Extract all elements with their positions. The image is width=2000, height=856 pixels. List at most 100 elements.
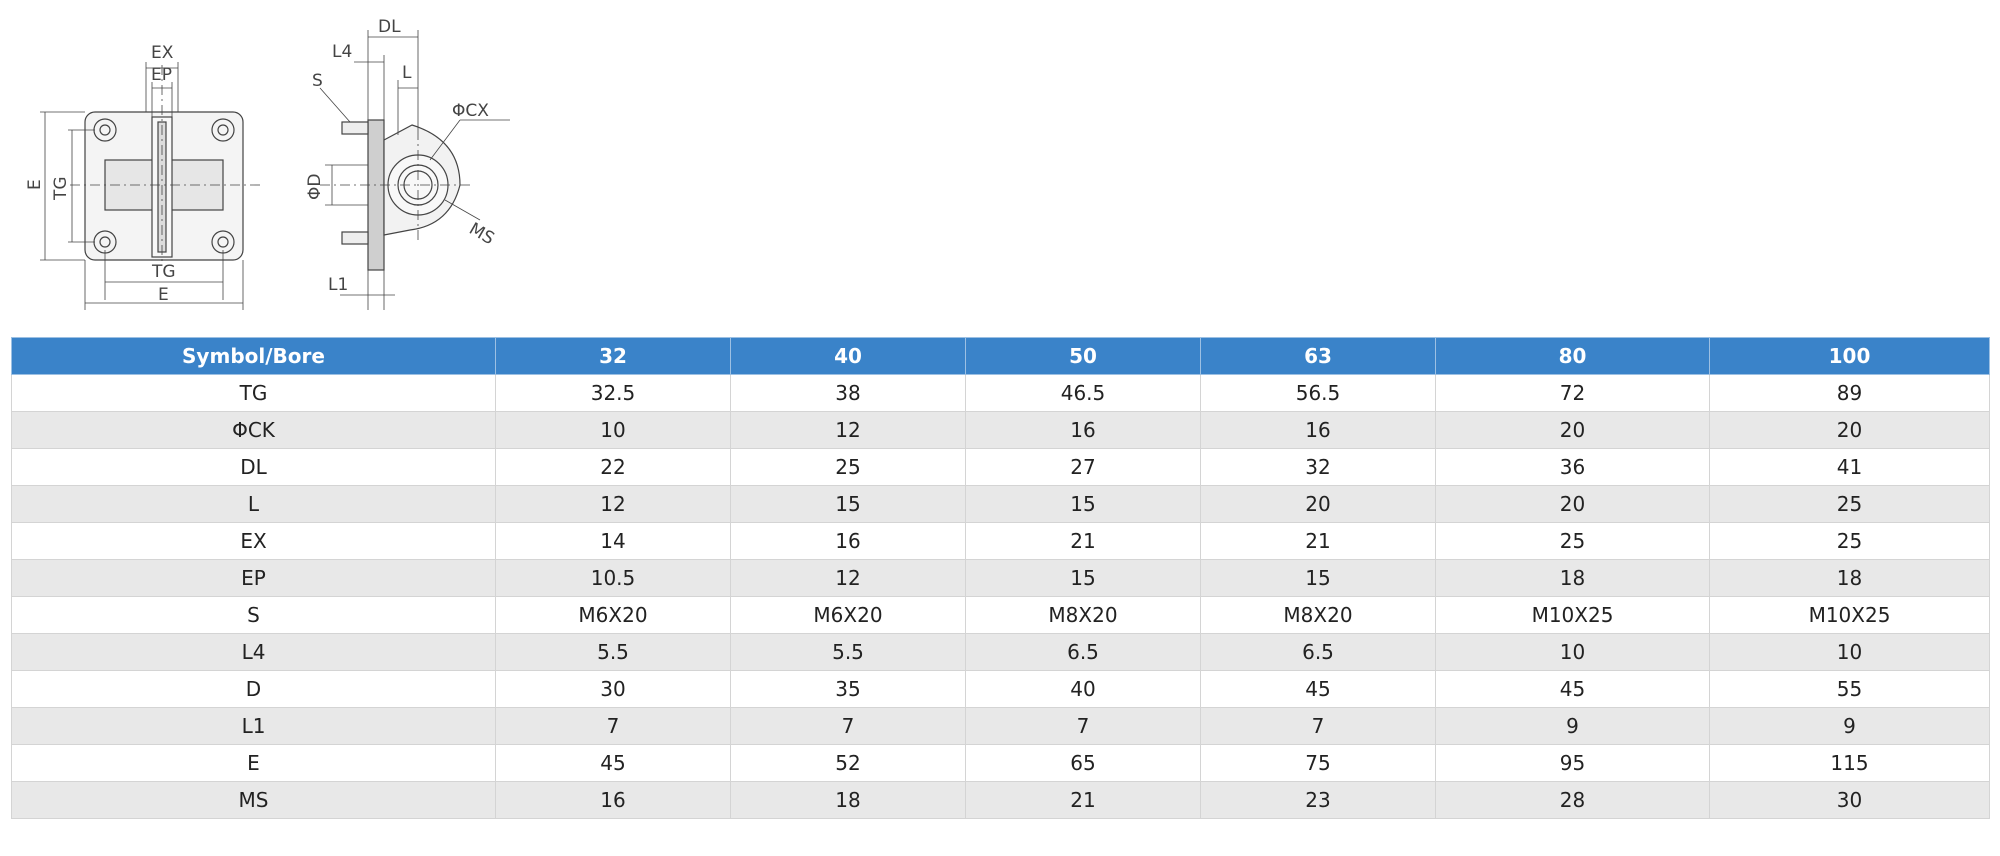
row-symbol-cell: DL — [11, 448, 496, 486]
column-header-bore-63: 63 — [1200, 337, 1436, 375]
table-cell: 35 — [730, 670, 966, 708]
table-row: L1 7 7 7 7 9 9 — [11, 707, 1990, 745]
table-cell: 23 — [1200, 781, 1436, 819]
table-row: L 12 15 15 20 20 25 — [11, 485, 1990, 523]
table-row: EP 10.5 12 15 15 18 18 — [11, 559, 1990, 597]
table-row: DL 22 25 27 32 36 41 — [11, 448, 1990, 486]
table-cell: 20 — [1709, 411, 1990, 449]
table-row: D 30 35 40 45 45 55 — [11, 670, 1990, 708]
table-row: ΦCK 10 12 16 16 20 20 — [11, 411, 1990, 449]
table-cell: 5.5 — [730, 633, 966, 671]
table-cell: M10X25 — [1709, 596, 1990, 634]
table-cell: 36 — [1435, 448, 1710, 486]
table-cell: 46.5 — [965, 374, 1201, 412]
table-cell: 32 — [1200, 448, 1436, 486]
table-cell: 56.5 — [1200, 374, 1436, 412]
table-cell: 10.5 — [495, 559, 731, 597]
technical-drawing: EX EP E TG TG E — [25, 17, 510, 310]
table-cell: M8X20 — [1200, 596, 1436, 634]
label-cx: ΦCX — [452, 101, 489, 121]
label-dl: DL — [378, 17, 401, 37]
row-symbol-cell: L — [11, 485, 496, 523]
table-cell: 10 — [1435, 633, 1710, 671]
specification-table: Symbol/Bore 32 40 50 63 80 100 TG 32.5 38 46.5 56.… — [11, 337, 1990, 819]
table-cell: 55 — [1709, 670, 1990, 708]
table-cell: 10 — [495, 411, 731, 449]
side-view — [319, 30, 510, 310]
table-cell: 5.5 — [495, 633, 731, 671]
table-cell: 21 — [1200, 522, 1436, 560]
label-ms: MS — [466, 219, 498, 249]
column-header-bore-50: 50 — [965, 337, 1201, 375]
bolt-hole-top-right — [211, 118, 235, 142]
table-cell: 15 — [730, 485, 966, 523]
table-cell: 14 — [495, 522, 731, 560]
table-cell: 75 — [1200, 744, 1436, 782]
table-cell: 115 — [1709, 744, 1990, 782]
table-cell: 7 — [1200, 707, 1436, 745]
label-s: S — [312, 71, 323, 91]
table-row: MS 16 18 21 23 28 30 — [11, 781, 1990, 819]
table-row: E 45 52 65 75 95 115 — [11, 744, 1990, 782]
table-cell: 45 — [1200, 670, 1436, 708]
table-cell: 25 — [730, 448, 966, 486]
front-view-labels: EX EP E TG TG E — [25, 43, 176, 305]
label-l1: L1 — [328, 275, 348, 295]
column-header-bore-40: 40 — [730, 337, 966, 375]
table-cell: M10X25 — [1435, 596, 1710, 634]
row-symbol-cell: EX — [11, 522, 496, 560]
table-row: L4 5.5 5.5 6.5 6.5 10 10 — [11, 633, 1990, 671]
table-cell: 20 — [1435, 411, 1710, 449]
table-cell: 9 — [1435, 707, 1710, 745]
table-cell: 9 — [1709, 707, 1990, 745]
table-cell: 65 — [965, 744, 1201, 782]
table-row: TG 32.5 38 46.5 56.5 72 89 — [11, 374, 1990, 412]
table-cell: 30 — [495, 670, 731, 708]
table-body: TG 32.5 38 46.5 56.5 72 89 ΦCK 10 12 16 16 20 20 DL 22 2… — [11, 374, 1990, 819]
table-cell: 16 — [965, 411, 1201, 449]
table-row: S M6X20 M6X20 M8X20 M8X20 M10X25 M10X25 — [11, 596, 1990, 634]
column-header-bore-100: 100 — [1709, 337, 1990, 375]
row-symbol-cell: D — [11, 670, 496, 708]
table-cell: 15 — [1200, 559, 1436, 597]
table-cell: 18 — [1709, 559, 1990, 597]
table-cell: 38 — [730, 374, 966, 412]
table-row: EX 14 16 21 21 25 25 — [11, 522, 1990, 560]
row-symbol-cell: EP — [11, 559, 496, 597]
table-cell: 45 — [495, 744, 731, 782]
table-cell: 16 — [730, 522, 966, 560]
table-cell: 25 — [1435, 522, 1710, 560]
table-cell: 15 — [965, 559, 1201, 597]
row-symbol-cell: S — [11, 596, 496, 634]
table-cell: 30 — [1709, 781, 1990, 819]
table-cell: 22 — [495, 448, 731, 486]
table-cell: 21 — [965, 781, 1201, 819]
table-cell: 21 — [965, 522, 1201, 560]
front-view — [40, 62, 260, 310]
table-cell: 27 — [965, 448, 1201, 486]
row-symbol-cell: E — [11, 744, 496, 782]
side-bolt-top — [341, 121, 369, 135]
row-symbol-cell: L4 — [11, 633, 496, 671]
table-cell: 16 — [1200, 411, 1436, 449]
table-cell: 10 — [1709, 633, 1990, 671]
table-cell: 25 — [1709, 522, 1990, 560]
table-cell: 40 — [965, 670, 1201, 708]
table-cell: 89 — [1709, 374, 1990, 412]
row-symbol-cell: ΦCK — [11, 411, 496, 449]
table-cell: 18 — [1435, 559, 1710, 597]
table-cell: 7 — [495, 707, 731, 745]
table-cell: 6.5 — [1200, 633, 1436, 671]
table-cell: M8X20 — [965, 596, 1201, 634]
label-ep: EP — [151, 65, 172, 85]
label-d: ΦD — [305, 174, 325, 200]
label-ex: EX — [151, 43, 174, 63]
label-tg-horizontal: TG — [151, 262, 176, 282]
table-cell: 45 — [1435, 670, 1710, 708]
table-cell: 72 — [1435, 374, 1710, 412]
table-cell: 95 — [1435, 744, 1710, 782]
table-cell: 20 — [1435, 485, 1710, 523]
table-cell: 18 — [730, 781, 966, 819]
table-cell: 16 — [495, 781, 731, 819]
table-cell: 32.5 — [495, 374, 731, 412]
